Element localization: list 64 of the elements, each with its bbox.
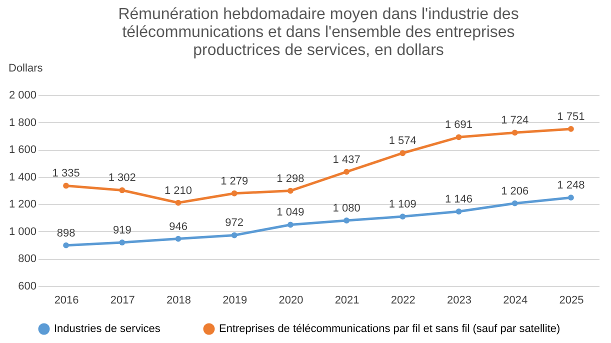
y-tick-label: 800 — [18, 253, 36, 266]
x-tick-label: 2020 — [278, 294, 304, 306]
point — [344, 168, 350, 175]
point — [63, 242, 70, 248]
point — [119, 240, 126, 246]
y-tick-label: 2 000 — [8, 90, 36, 102]
point — [512, 200, 518, 206]
x-tick-label: 2022 — [390, 294, 416, 306]
point — [568, 126, 574, 132]
point — [287, 222, 294, 228]
y-tick-label: 1 600 — [8, 144, 36, 156]
data-label: 1 049 — [276, 206, 304, 219]
legend-label: Entreprises de télécommunications par fil et sans fil (sauf par satellite) — [219, 323, 560, 335]
point — [287, 188, 294, 194]
data-label: 1 109 — [388, 198, 416, 211]
data-label: 1 751 — [557, 110, 585, 123]
data-label: 1 724 — [501, 114, 529, 127]
point — [175, 200, 182, 206]
data-label: 919 — [112, 224, 132, 236]
legend-label: Industries de services — [54, 323, 161, 335]
data-label: 972 — [225, 217, 244, 230]
data-label: 1 146 — [444, 194, 473, 206]
y-tick-label: 1 200 — [8, 198, 36, 211]
text: Rémunération hebdomadaire moyen dans l'industrie des — [118, 6, 519, 23]
data-label: 1 335 — [52, 168, 80, 180]
data-label: 1 298 — [276, 172, 304, 185]
x-tick-label: 2025 — [559, 294, 584, 306]
point — [512, 130, 518, 136]
x-tick-label: 2018 — [166, 294, 191, 306]
data-label: 1 574 — [388, 135, 416, 148]
point — [400, 214, 406, 220]
data-label: 1 437 — [332, 154, 360, 166]
data-label: 1 210 — [164, 184, 192, 197]
point — [344, 218, 350, 224]
point — [400, 150, 406, 156]
x-tick-label: 2016 — [54, 294, 79, 306]
x-tick-label: 2023 — [447, 294, 472, 306]
y-tick-label: 600 — [18, 280, 36, 292]
y-tick-label: 1 400 — [8, 171, 36, 184]
text: télécommunications et dans l'ensemble des entreprises — [122, 24, 515, 41]
data-label: 946 — [169, 220, 188, 233]
point — [568, 194, 574, 201]
point — [119, 187, 126, 194]
data-label: 1 248 — [557, 180, 585, 192]
point — [63, 182, 70, 189]
x-tick-label: 2017 — [110, 294, 135, 306]
data-label: 1 080 — [332, 202, 360, 215]
y-tick-label: 1 000 — [8, 226, 36, 238]
x-tick-label: 2019 — [222, 294, 248, 306]
point — [175, 236, 182, 242]
data-label: 1 279 — [220, 175, 248, 188]
point — [231, 232, 238, 238]
x-tick-label: 2021 — [334, 294, 360, 306]
x-tick-label: 2024 — [503, 294, 528, 306]
y-axis-title: Dollars — [8, 62, 44, 74]
data-label: 1 206 — [501, 185, 529, 198]
point — [456, 134, 462, 140]
point — [456, 208, 462, 214]
data-label: 1 691 — [444, 119, 473, 132]
data-label: 1 302 — [108, 172, 136, 184]
point — [231, 190, 238, 196]
data-label: 898 — [56, 227, 76, 240]
y-tick-label: 1 800 — [8, 116, 36, 129]
text: productrices de services, en dollars — [193, 42, 444, 59]
